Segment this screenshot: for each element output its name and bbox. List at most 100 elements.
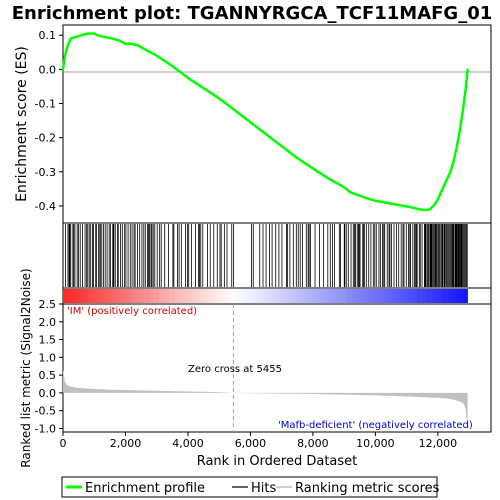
color-bar-segment <box>331 289 337 303</box>
metric-y-tick-label: -0.5 <box>35 405 56 418</box>
color-bar-segment <box>442 289 448 303</box>
color-bar-segment <box>361 289 367 303</box>
enrichment-profile-point <box>358 194 361 197</box>
color-bar-segment <box>204 289 211 303</box>
enrichment-profile-point <box>96 34 99 37</box>
color-bar-segment <box>143 289 150 303</box>
color-bar-segment <box>305 289 312 303</box>
color-bar-segment <box>234 289 241 303</box>
color-bar-segment <box>214 289 221 303</box>
enrichment-profile-point <box>327 177 330 180</box>
enrichment-profile-point <box>233 109 236 112</box>
color-bar-segment <box>88 289 94 303</box>
enrichment-profile-point <box>118 39 121 42</box>
enrichment-profile-point <box>280 145 283 148</box>
color-bar-segment <box>310 289 317 303</box>
color-bar-segment <box>154 289 160 303</box>
color-bar-segment <box>416 289 423 303</box>
enrichment-profile-point <box>461 109 464 112</box>
color-bar-segment <box>83 289 89 303</box>
color-bar-segment <box>174 289 180 303</box>
enrichment-profile-point <box>102 36 105 38</box>
enrichment-profile-point <box>187 77 189 79</box>
color-bar-segment <box>68 289 74 303</box>
metric-panel <box>62 303 492 433</box>
color-bar-segment <box>169 289 175 303</box>
enrichment-profile-point <box>443 184 446 187</box>
legend-profile-label: Enrichment profile <box>85 481 205 496</box>
color-bar-segment <box>341 289 347 303</box>
enrichment-profile-point <box>343 186 346 189</box>
color-bar-segment <box>320 289 327 303</box>
enrichment-profile-point <box>130 42 133 45</box>
enrichment-profile-point <box>124 42 127 45</box>
legend-box <box>61 476 438 498</box>
enrichment-profile-point <box>312 167 314 170</box>
enrichment-profile-point <box>93 32 96 35</box>
legend-metric-label: Ranking metric scores <box>295 481 440 496</box>
zero-cross-label: Zero cross at 5455 <box>188 364 282 375</box>
es-y-tick-label: 0.1 <box>39 29 57 42</box>
legend-hits-label: Hits <box>251 481 276 496</box>
x-tick-label: 12,000 <box>419 437 458 450</box>
es-y-tick-label: -0.4 <box>35 200 56 213</box>
color-bar-segment <box>376 289 382 303</box>
enrichment-profile-point <box>80 34 83 37</box>
enrichment-profile-point <box>66 44 69 47</box>
positive-correlation-label: 'IM' (positively correlated) <box>67 306 197 317</box>
enrichment-profile-point <box>449 170 452 173</box>
enrichment-profile-point <box>452 160 455 163</box>
color-bar-segment <box>159 289 165 303</box>
color-bar-segment <box>391 289 398 303</box>
metric-y-tick-label: 2.0 <box>39 316 57 329</box>
enrichment-profile-point <box>429 208 431 211</box>
color-bar-segment <box>93 289 99 303</box>
color-bar-segment <box>432 289 438 303</box>
color-bar-segment <box>275 289 281 303</box>
color-bar-segment <box>103 289 109 303</box>
color-bar-segment <box>255 289 261 303</box>
color-bar-segment <box>123 289 130 303</box>
color-bar-segment <box>138 289 145 303</box>
color-bar-segment <box>219 289 226 303</box>
enrichment-profile-point <box>455 146 458 149</box>
enrichment-profile-point <box>440 191 442 194</box>
enrichment-profile-point <box>418 208 421 211</box>
enrichment-profile-line <box>61 32 469 212</box>
color-bar-segment <box>239 289 246 303</box>
enrichment-profile-point <box>465 85 467 88</box>
color-bar-segment <box>356 289 362 303</box>
color-bar-segment <box>315 289 322 303</box>
color-bar-segment <box>462 289 468 303</box>
color-bar-segment <box>194 289 200 303</box>
metric-y-tick-label: 2.5 <box>39 298 57 311</box>
enrichment-profile-point <box>112 37 114 40</box>
es-y-tick-label: -0.3 <box>35 166 56 179</box>
es-panel <box>62 24 492 224</box>
enrichment-profile-point <box>349 191 352 194</box>
color-bar-segment <box>336 289 342 303</box>
negative-correlation-label: 'Mafb-deficient' (negatively correlated) <box>278 420 473 431</box>
x-tick-label: 4,000 <box>172 437 204 450</box>
enrichment-profile-point <box>74 36 77 38</box>
enrichment-profile-point <box>446 177 449 180</box>
color-bar-segment <box>224 289 231 303</box>
metric-y-tick-label: 0.0 <box>39 387 57 400</box>
color-bar-segment <box>245 289 251 303</box>
color-bar-segment <box>396 289 403 303</box>
color-bar-segment <box>199 289 205 303</box>
color-bar-segment <box>270 289 276 303</box>
enrichment-profile-point <box>265 133 267 136</box>
enrichment-profile-point <box>137 44 139 47</box>
enrichment-profile-point <box>402 205 405 207</box>
color-bar-segment <box>371 289 377 303</box>
color-bar-segment <box>148 289 155 303</box>
enrichment-profile-point <box>63 54 66 57</box>
enrichment-profile-point <box>411 206 414 209</box>
enrichment-profile-point <box>458 129 461 132</box>
enrichment-profile-point <box>433 203 436 206</box>
enrichment-profile-point <box>87 32 89 35</box>
color-bar-segment <box>422 289 428 303</box>
color-bar-segment <box>325 289 332 303</box>
